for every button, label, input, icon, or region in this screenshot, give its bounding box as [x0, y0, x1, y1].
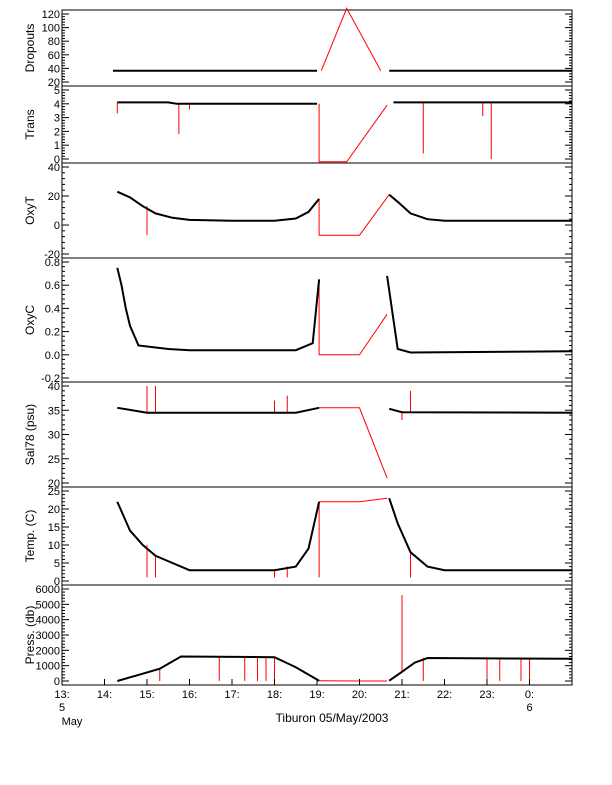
flag-series-line [318, 194, 390, 236]
data-series-line [388, 656, 573, 682]
y-tick-label: 4 [54, 99, 60, 111]
panel-temp: 0 5 10 15 20 25 Temp. (C) [23, 486, 573, 588]
y-tick-label: 30 [48, 430, 60, 442]
flag-series-line [318, 279, 388, 356]
x-tick-label: 23: [479, 689, 494, 701]
y-tick-label: -20 [44, 249, 60, 261]
y-tick-label: 1000 [36, 661, 60, 673]
y-tick-label: 0.8 [45, 257, 60, 269]
data-series-line [386, 275, 573, 354]
y-tick-label: 1 [54, 140, 60, 152]
chart-panels: 20406080100120Dropouts012345Trans-200204… [23, 7, 573, 688]
y-tick-label: 25 [48, 454, 60, 466]
y-tick-label: 2000 [36, 645, 60, 657]
y-axis-label: Press. (db) [23, 606, 37, 665]
y-tick-label: 20 [48, 478, 60, 490]
x-tick-label: 17: [224, 689, 239, 701]
y-tick-label: 5 [54, 85, 60, 97]
y-tick-label: 0.0 [45, 350, 60, 362]
panel-sal78: 20 25 30 35 40 Sal78 (psu) [23, 381, 573, 490]
y-tick-label: 20 [48, 191, 60, 203]
x-tick-label: 13: [54, 689, 69, 701]
y-axis-label: Sal78 (psu) [23, 404, 37, 465]
y-tick-label: 80 [48, 36, 60, 48]
x-tick-label: 16: [182, 689, 197, 701]
x-tick-label: 19: [309, 689, 324, 701]
y-tick-label: 35 [48, 405, 60, 417]
data-series-line [388, 193, 572, 222]
y-axis-label: OxyC [23, 305, 37, 335]
y-axis-label: Trans [23, 109, 37, 139]
y-tick-label: 60 [48, 50, 60, 62]
y-tick-label: 0.2 [45, 327, 60, 339]
x-tick-month: May [62, 716, 83, 728]
y-tick-label: 0.4 [45, 303, 60, 315]
x-tick-label: 0: [525, 689, 534, 701]
x-tick-date: 6 [526, 702, 532, 714]
x-tick-label: 14: [97, 689, 112, 701]
x-tick-label: 22: [437, 689, 452, 701]
y-tick-label: 0.6 [45, 280, 60, 292]
y-tick-label: 0 [54, 154, 60, 166]
y-tick-label: 100 [42, 23, 60, 35]
panel-oxyc: -0.2 0.0 0.2 0.4 0.6 0.8 OxyC [23, 257, 573, 385]
x-axis: 13:5 May 14: 15: 16: 17: 18: 19: 20: 21: 22: 23: 0:6 [54, 679, 534, 728]
y-axis-label: OxyT [23, 196, 37, 225]
y-tick-label: 0 [54, 220, 60, 232]
x-tick-label: 15: [139, 689, 154, 701]
y-tick-label: -0.2 [41, 373, 60, 385]
data-series-line [388, 407, 573, 414]
y-tick-label: 5 [54, 558, 60, 570]
data-series-line [117, 406, 320, 414]
data-series-line [116, 190, 320, 222]
y-tick-label: 40 [48, 162, 60, 174]
flag-series-line [319, 497, 388, 503]
y-axis-label: Dropouts [23, 24, 37, 73]
y-tick-label: 0 [54, 576, 60, 588]
y-tick-label: 3000 [36, 630, 60, 642]
x-tick-label: 18: [267, 689, 282, 701]
y-tick-label: 2 [54, 126, 60, 138]
y-tick-label: 3 [54, 113, 60, 125]
data-series-line [116, 267, 321, 352]
y-tick-label: 40 [48, 63, 60, 75]
x-tick-label: 21: [394, 689, 409, 701]
data-series-line [388, 497, 572, 572]
x-tick-label: 20: [352, 689, 367, 701]
data-series-line [117, 101, 317, 105]
y-tick-label: 5000 [36, 599, 60, 611]
y-axis-label: Temp. (C) [23, 510, 37, 563]
x-tick-date: 5 [59, 702, 65, 714]
y-tick-label: 4000 [36, 615, 60, 627]
y-tick-label: 20 [48, 504, 60, 516]
y-tick-label: 120 [42, 9, 60, 21]
flag-series-line [319, 407, 388, 479]
data-series-line [117, 655, 320, 682]
flag-series-line [320, 7, 382, 71]
flag-series-line [318, 103, 388, 163]
y-tick-label: 25 [48, 486, 60, 498]
y-tick-label: 10 [48, 540, 60, 552]
y-tick-label: 15 [48, 522, 60, 534]
panel-press: 0 1000 2000 3000 4000 5000 6000 Press. (db) [23, 584, 573, 688]
chart-title: Tiburon 05/May/2003 [276, 711, 389, 725]
y-tick-label: 6000 [36, 584, 60, 596]
y-tick-label: 20 [48, 77, 60, 89]
data-series-line [116, 501, 321, 572]
y-tick-label: 40 [48, 381, 60, 393]
y-tick-label: 0 [54, 676, 60, 688]
